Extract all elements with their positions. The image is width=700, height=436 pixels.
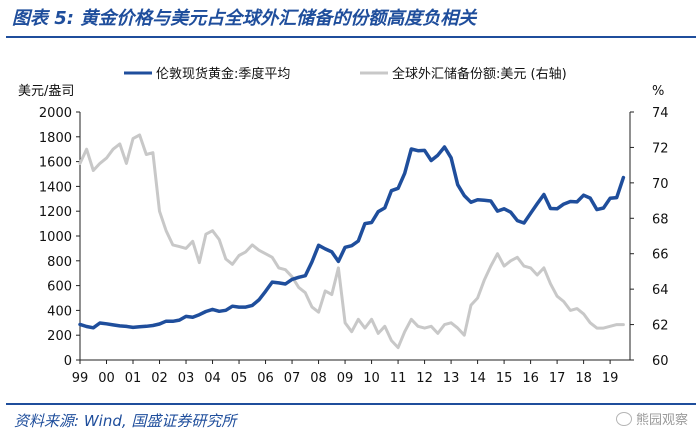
x-tick-label: 08 — [310, 371, 327, 386]
x-tick-label: 10 — [363, 371, 380, 386]
right-tick-label: 74 — [652, 106, 669, 121]
series-line-usd-share — [78, 133, 625, 350]
x-tick-label: 04 — [204, 371, 221, 386]
wechat-icon — [615, 412, 632, 426]
right-tick-label: 60 — [652, 354, 669, 369]
source-note: 资料来源: Wind, 国盛证券研究所 — [14, 412, 237, 430]
right-axis-unit: % — [652, 84, 664, 99]
x-tick-label: 02 — [151, 371, 168, 386]
left-tick-label: 600 — [47, 280, 72, 295]
figure-title: 图表 5: 黄金价格与美元占全球外汇储备的份额高度负相关 — [12, 8, 477, 29]
left-tick-label: 1800 — [39, 131, 72, 146]
legend-label-gold: 伦敦现货黄金:季度平均 — [156, 66, 290, 82]
right-tick-label: 62 — [652, 319, 669, 334]
left-tick-label: 800 — [47, 255, 72, 270]
right-tick-label: 68 — [652, 212, 669, 227]
axes: 0200400600800100012001400160018002000606… — [39, 106, 669, 386]
x-tick-label: 05 — [231, 371, 248, 386]
left-tick-label: 1600 — [39, 156, 72, 171]
top-divider — [6, 36, 696, 38]
x-tick-label: 15 — [496, 371, 513, 386]
x-tick-label: 01 — [125, 371, 142, 386]
left-tick-label: 1200 — [39, 205, 72, 220]
watermark: 熊园观察 — [615, 409, 688, 428]
left-tick-label: 0 — [64, 354, 72, 369]
chart-canvas: 伦敦现货黄金:季度平均 全球外汇储备份额:美元 (右轴) 美元/盎司 % 020… — [18, 66, 669, 386]
series-group — [78, 133, 626, 350]
left-tick-label: 1000 — [39, 230, 72, 245]
watermark-label: 熊园观察 — [635, 413, 688, 428]
right-tick-label: 66 — [652, 248, 669, 263]
left-tick-label: 400 — [47, 304, 72, 319]
x-tick-label: 99 — [72, 371, 89, 386]
x-tick-label: 11 — [390, 371, 407, 386]
x-tick-label: 19 — [602, 371, 619, 386]
left-tick-label: 1400 — [39, 180, 72, 195]
left-axis-unit: 美元/盎司 — [18, 84, 74, 99]
x-tick-label: 16 — [522, 371, 539, 386]
x-tick-label: 14 — [469, 371, 486, 386]
series-line-gold — [78, 145, 626, 330]
x-tick-label: 13 — [443, 371, 460, 386]
x-tick-label: 12 — [416, 371, 433, 386]
x-tick-label: 17 — [549, 371, 566, 386]
x-tick-label: 06 — [257, 371, 274, 386]
x-tick-label: 18 — [575, 371, 592, 386]
right-tick-label: 72 — [652, 141, 669, 156]
right-tick-label: 70 — [652, 177, 669, 192]
x-tick-label: 03 — [178, 371, 195, 386]
legend-label-usd-share: 全球外汇储备份额:美元 (右轴) — [392, 66, 567, 82]
x-tick-label: 07 — [284, 371, 301, 386]
right-tick-label: 64 — [652, 283, 669, 298]
chart-legend: 伦敦现货黄金:季度平均 全球外汇储备份额:美元 (右轴) — [124, 66, 567, 82]
left-tick-label: 200 — [47, 329, 72, 344]
x-tick-label: 09 — [337, 371, 354, 386]
bottom-divider — [6, 403, 696, 405]
left-tick-label: 2000 — [39, 106, 72, 121]
x-tick-label: 00 — [98, 371, 115, 386]
